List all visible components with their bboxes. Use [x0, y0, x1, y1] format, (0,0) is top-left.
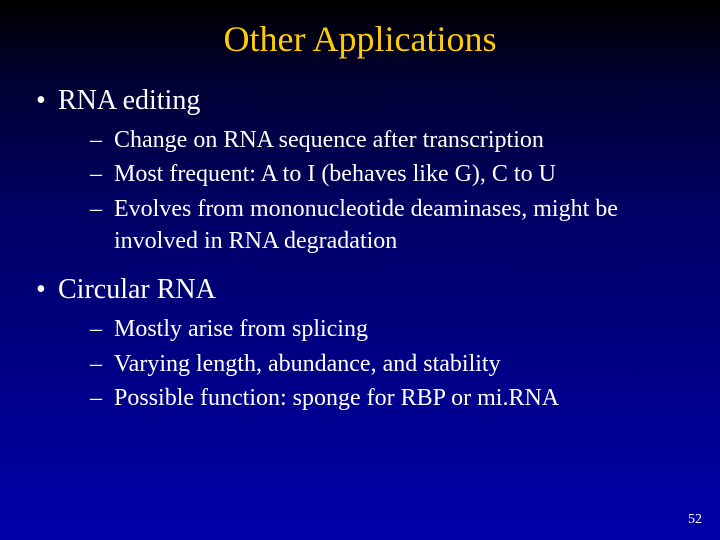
sub-bullet-item: Mostly arise from splicing: [58, 313, 690, 345]
bullet-item: RNA editing Change on RNA sequence after…: [30, 82, 690, 257]
sub-bullet-item: Most frequent: A to I (behaves like G), …: [58, 158, 690, 190]
sub-bullet-item: Possible function: sponge for RBP or mi.…: [58, 382, 690, 414]
page-number: 52: [688, 512, 702, 528]
sub-bullet-list: Mostly arise from splicing Varying lengt…: [58, 313, 690, 414]
slide-title: Other Applications: [30, 18, 690, 60]
sub-bullet-item: Varying length, abundance, and stability: [58, 348, 690, 380]
bullet-list: RNA editing Change on RNA sequence after…: [30, 82, 690, 414]
sub-bullet-list: Change on RNA sequence after transcripti…: [58, 124, 690, 258]
bullet-label: RNA editing: [58, 85, 200, 116]
slide: Other Applications RNA editing Change on…: [0, 0, 720, 540]
bullet-item: Circular RNA Mostly arise from splicing …: [30, 271, 690, 414]
bullet-label: Circular RNA: [58, 274, 216, 305]
sub-bullet-item: Evolves from mononucleotide deaminases, …: [58, 193, 690, 258]
sub-bullet-item: Change on RNA sequence after transcripti…: [58, 124, 690, 156]
